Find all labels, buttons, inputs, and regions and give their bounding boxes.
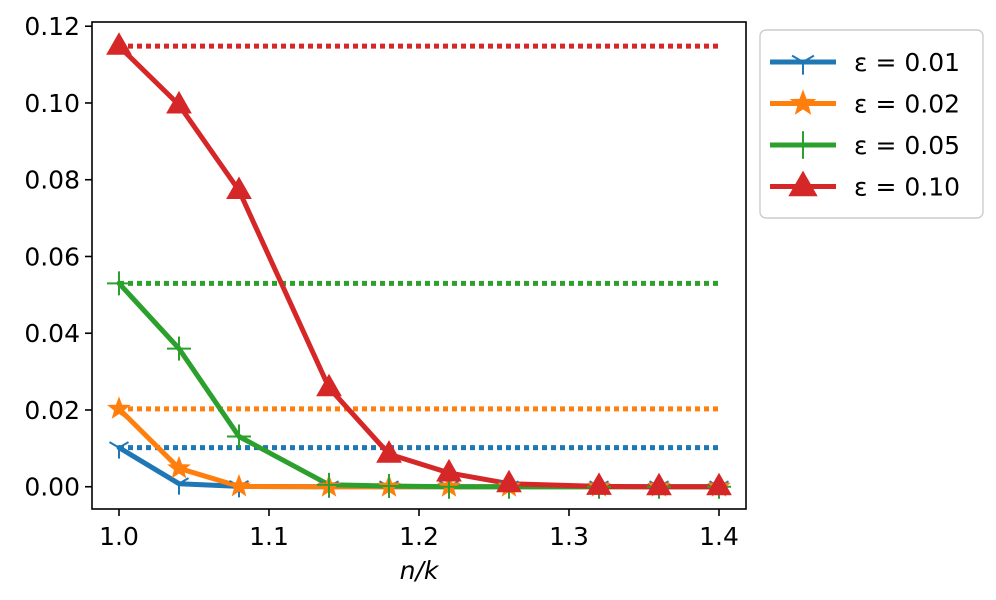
- x-tick-label: 1.3: [549, 522, 589, 551]
- legend-marker: [791, 54, 815, 75]
- data-point-series-4: [166, 90, 192, 114]
- y-tick-label: 0.08: [24, 166, 80, 195]
- legend-label: ε = 0.02: [854, 90, 960, 119]
- data-point-series-4: [706, 472, 732, 496]
- data-point-series-4: [376, 440, 402, 463]
- y-tick-label: 0.06: [24, 242, 80, 271]
- legend: ε = 0.01 ε = 0.02 ε = 0.05 ε = 0.10: [759, 29, 984, 219]
- y-tick-label: 0.02: [24, 396, 80, 425]
- data-point-series-4: [106, 32, 132, 55]
- legend-marker: [789, 89, 817, 115]
- data-point-series-2: [107, 396, 131, 419]
- y-tick-label: 0.00: [24, 473, 80, 502]
- x-tick-label: 1.1: [249, 522, 289, 551]
- x-axis: 1.0 1.1 1.2 1.3 1.4: [99, 509, 739, 551]
- data-point-series-4: [496, 469, 522, 493]
- y-tick-label: 0.10: [24, 89, 80, 118]
- data-point-series-3: [377, 473, 401, 498]
- plot-area-frame: [91, 21, 747, 510]
- y-axis: 0.00 0.02 0.04 0.06 0.08 0.10 0.12: [24, 12, 92, 502]
- data-point-series-2: [227, 473, 251, 497]
- series-line-4: [116, 43, 722, 490]
- legend-marker: [789, 131, 817, 159]
- data-point-series-2: [167, 455, 191, 479]
- data-point-series-4: [586, 472, 612, 495]
- data-point-series-3: [227, 424, 251, 449]
- data-point-series-3: [167, 336, 191, 361]
- x-axis-label: n/k: [400, 556, 440, 585]
- data-point-series-3: [107, 271, 131, 296]
- legend-box: [759, 29, 984, 219]
- reference-lines: [119, 43, 719, 451]
- legend-marker: [788, 170, 818, 197]
- series-markers: [106, 32, 732, 499]
- x-tick-label: 1.4: [699, 522, 739, 551]
- x-tick-label: 1.2: [399, 522, 439, 551]
- data-point-series-1: [168, 477, 190, 495]
- series-line-1: [116, 445, 722, 490]
- data-point-series-4: [436, 458, 462, 482]
- data-point-series-4: [226, 176, 252, 199]
- y-tick-label: 0.12: [24, 12, 80, 41]
- series-lines: [116, 43, 722, 490]
- y-tick-label: 0.04: [24, 319, 80, 348]
- x-tick-label: 1.0: [99, 522, 139, 551]
- legend-label: ε = 0.10: [854, 173, 960, 202]
- data-point-series-1: [108, 441, 130, 459]
- data-point-series-4: [646, 472, 672, 496]
- data-point-series-4: [316, 373, 342, 397]
- series-line-3: [116, 280, 722, 490]
- legend-label: ε = 0.01: [854, 48, 960, 77]
- legend-label: ε = 0.05: [854, 131, 960, 160]
- data-point-series-3: [317, 472, 341, 497]
